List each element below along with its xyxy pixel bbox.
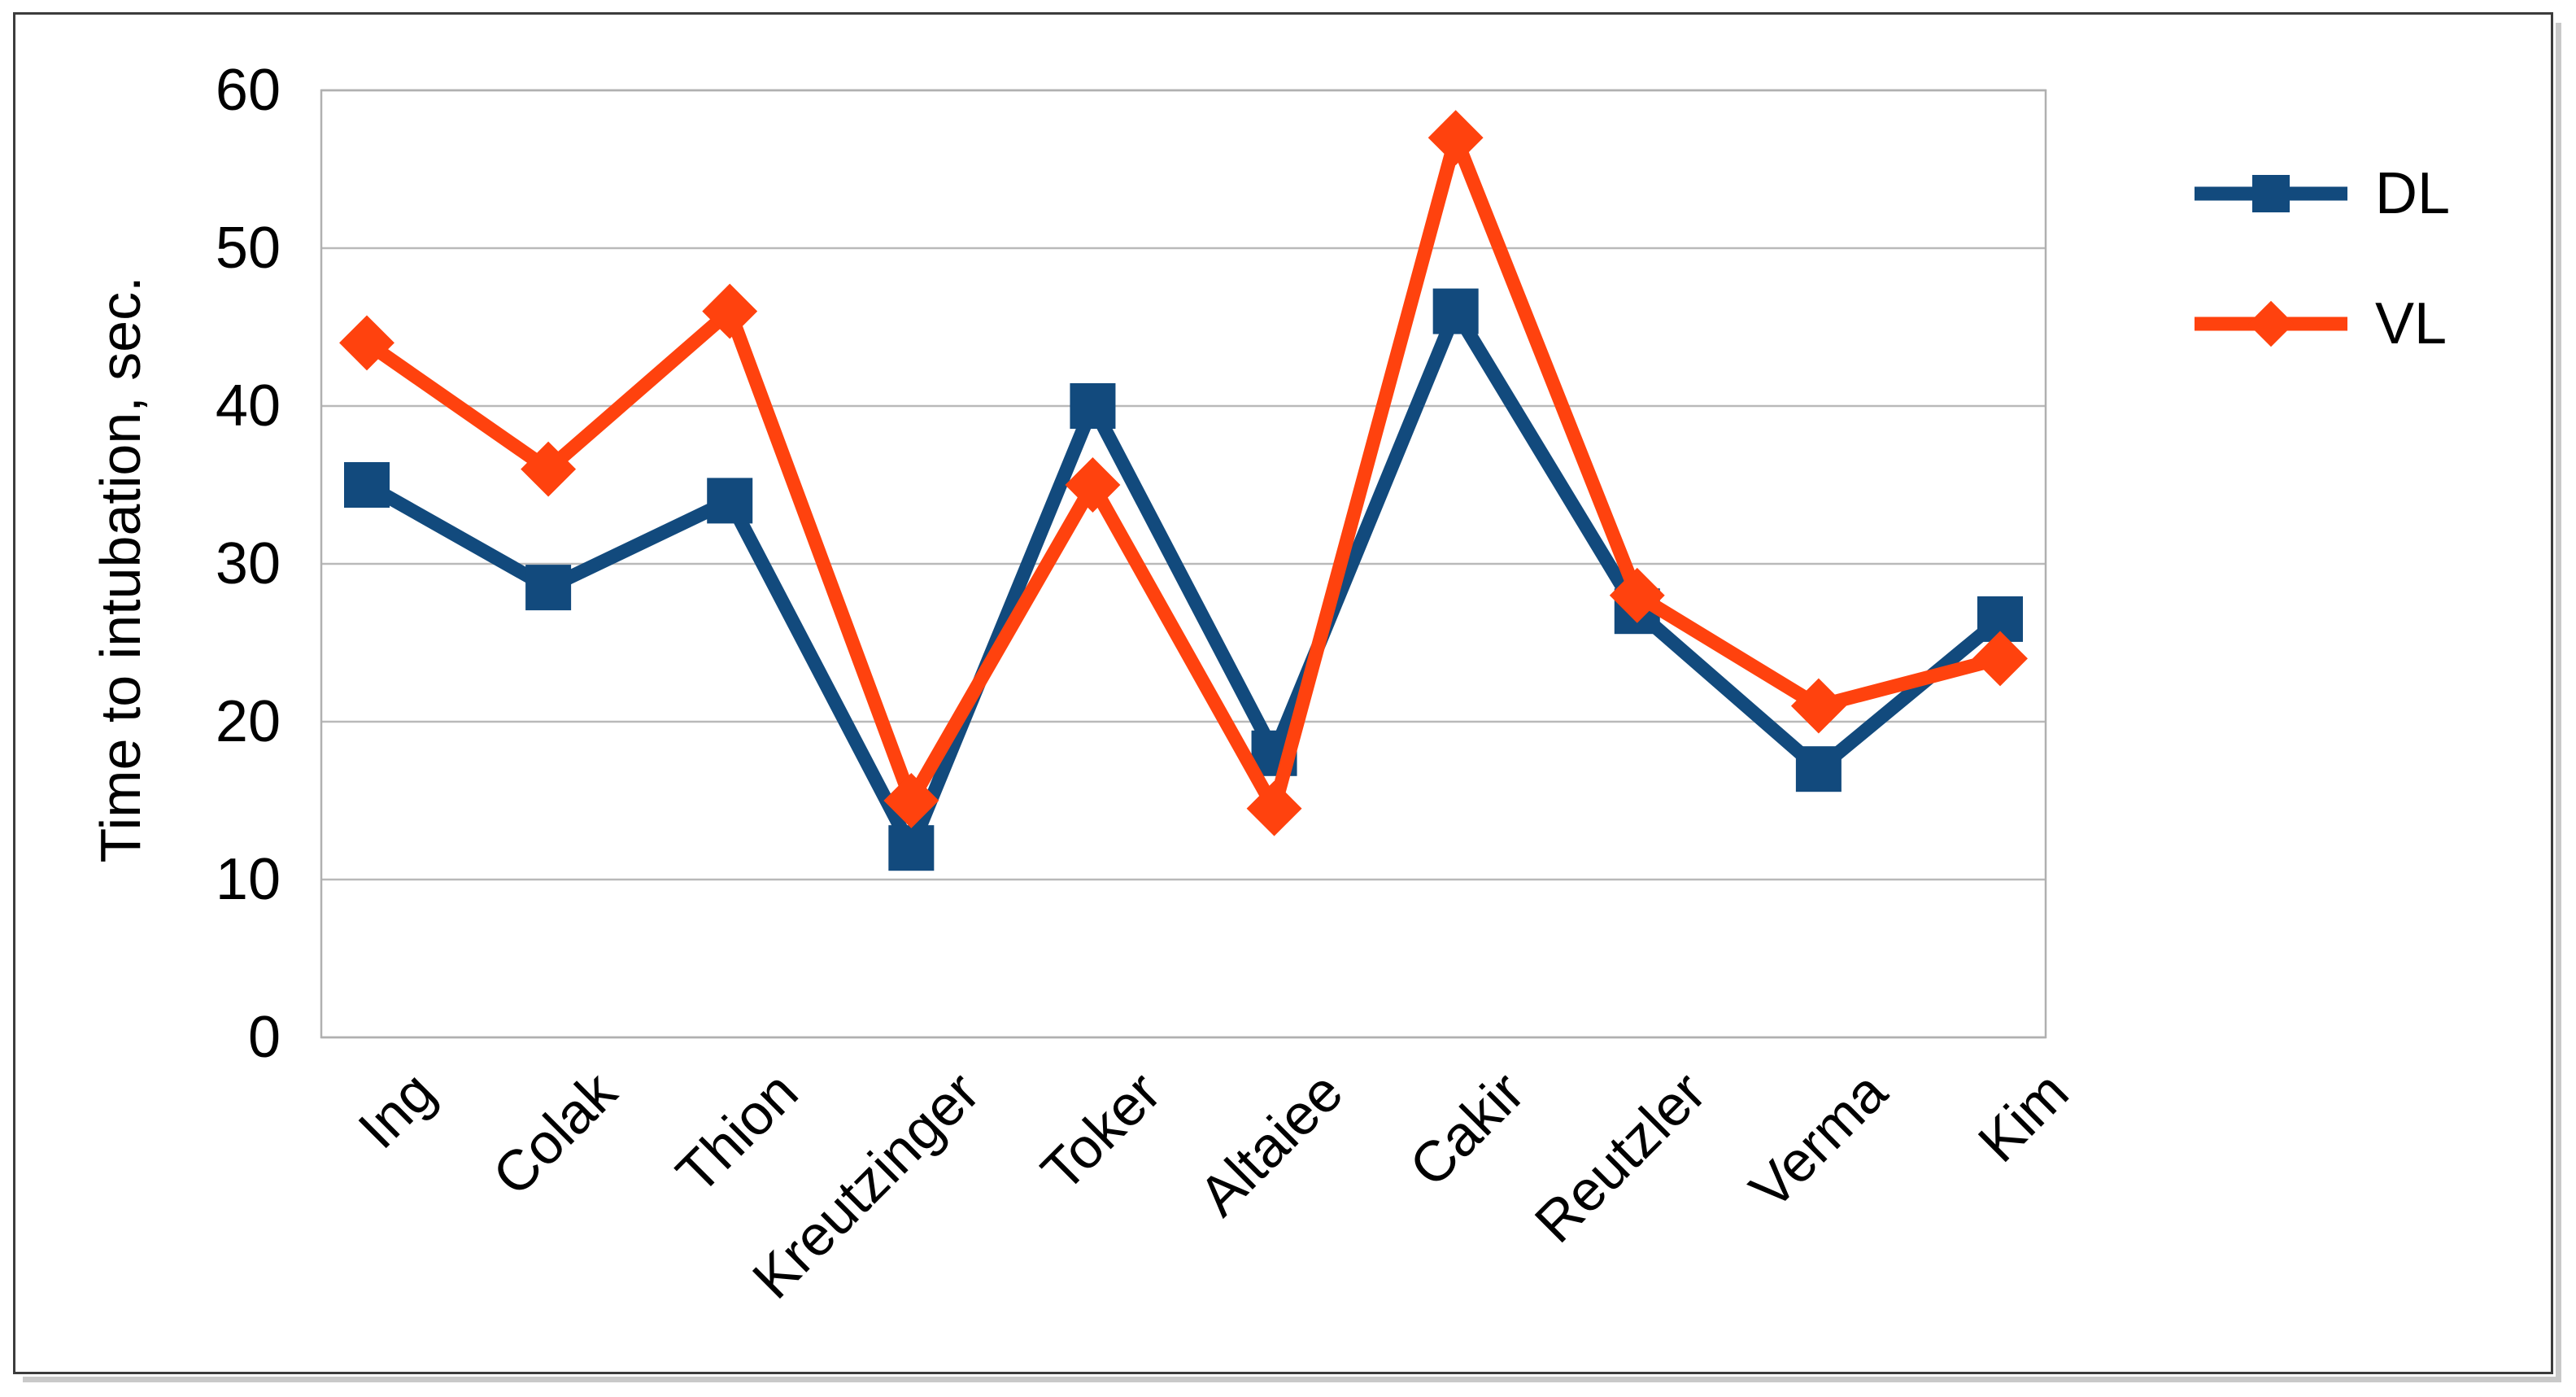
legend-square-swatch-icon xyxy=(2195,175,2347,212)
data-point-marker-vl xyxy=(1609,567,1665,623)
data-point-marker-dl xyxy=(344,462,390,508)
y-tick-label: 60 xyxy=(215,58,281,123)
y-tick-label: 20 xyxy=(215,689,281,754)
data-point-marker-dl xyxy=(1795,746,1842,792)
data-point-marker-vl xyxy=(702,283,758,339)
chart-frame-border xyxy=(13,12,2553,1374)
y-tick-label: 50 xyxy=(215,216,281,281)
data-point-marker-vl xyxy=(339,315,394,371)
legend-marker xyxy=(2247,300,2295,347)
data-point-marker-vl xyxy=(1246,780,1302,836)
legend-item-vl: VL xyxy=(2190,289,2450,359)
data-point-marker-dl xyxy=(707,478,753,524)
y-tick-label: 40 xyxy=(215,373,281,439)
frame-shadow xyxy=(2556,23,2561,1378)
data-point-marker-dl xyxy=(525,565,572,611)
legend-label-vl: VL xyxy=(2375,291,2447,356)
y-tick-label: 10 xyxy=(215,847,281,912)
y-tick-label: 0 xyxy=(247,1005,281,1070)
legend-item-dl: DL xyxy=(2190,159,2450,229)
data-point-marker-dl xyxy=(1070,383,1116,429)
legend-label-dl: DL xyxy=(2375,161,2451,226)
series-line-vl xyxy=(363,116,2003,827)
plot-area-border xyxy=(320,89,2047,1039)
series-line-dl xyxy=(363,295,2005,865)
data-point-marker-vl xyxy=(1790,678,1846,734)
legend: DL VL xyxy=(2190,159,2450,359)
data-point-marker-vl xyxy=(1065,457,1121,513)
data-point-marker-dl xyxy=(1432,288,1479,334)
y-tick-label: 30 xyxy=(215,531,281,596)
legend-diamond-swatch-icon xyxy=(2195,300,2347,347)
data-point-marker-vl xyxy=(1427,110,1484,166)
data-point-marker-vl xyxy=(1972,631,2028,687)
data-point-marker-vl xyxy=(883,773,939,828)
frame-shadow xyxy=(23,1377,2561,1382)
data-point-marker-dl xyxy=(888,825,935,871)
legend-marker xyxy=(2252,175,2290,212)
data-point-marker-vl xyxy=(521,441,577,497)
